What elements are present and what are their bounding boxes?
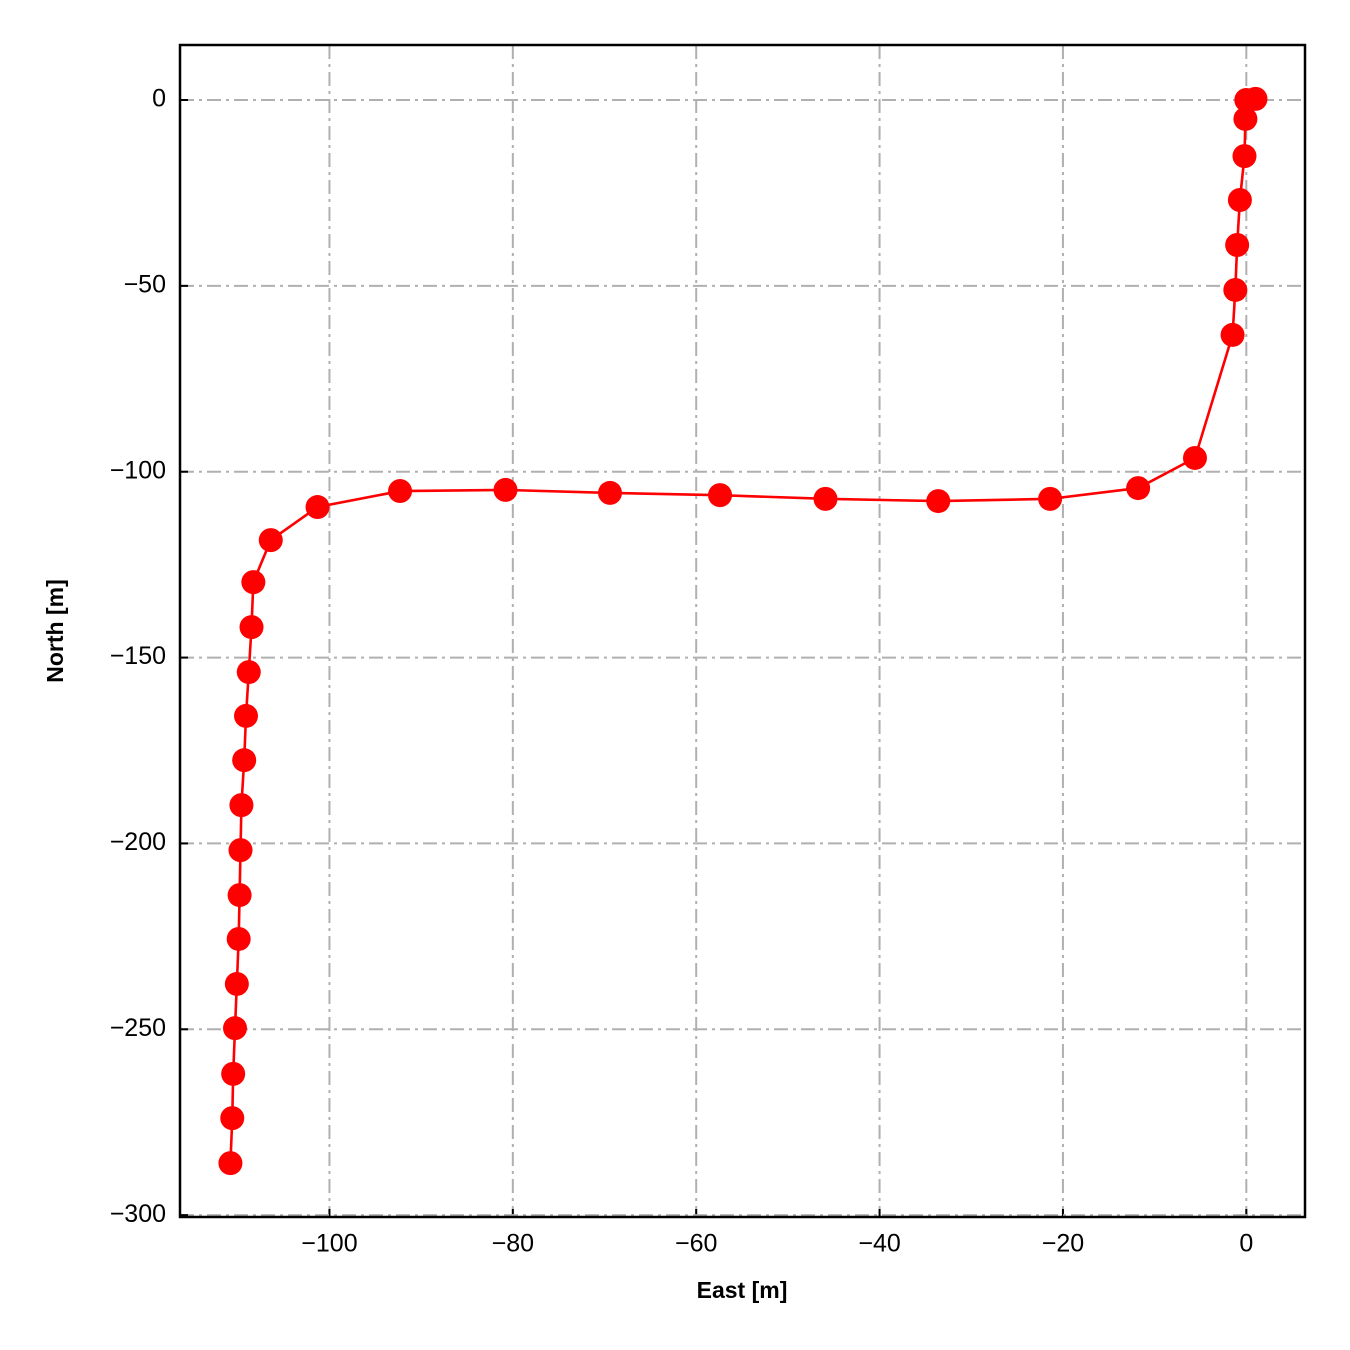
data-point	[226, 926, 251, 951]
data-point	[388, 479, 413, 504]
x-tick-label: −100	[301, 1230, 357, 1258]
data-point	[236, 660, 261, 685]
y-tick-label: −100	[110, 456, 166, 484]
data-point	[813, 486, 838, 511]
data-point	[239, 615, 264, 640]
x-tick-label: −20	[1042, 1230, 1084, 1258]
data-point	[224, 971, 249, 996]
y-tick-label: −150	[110, 642, 166, 670]
data-point	[1126, 476, 1151, 501]
data-point	[234, 703, 259, 728]
data-point	[1038, 486, 1063, 511]
y-tick-label: −50	[124, 270, 166, 298]
y-axis-label: North [m]	[42, 579, 68, 682]
data-point	[598, 480, 623, 505]
data-line	[229, 97, 1256, 1164]
data-point	[232, 748, 257, 773]
data-point	[1225, 232, 1250, 257]
data-point	[708, 483, 733, 508]
y-tick-label: −250	[110, 1014, 166, 1042]
x-tick-label: −40	[858, 1230, 900, 1258]
data-point	[1232, 144, 1257, 169]
data-point	[1220, 322, 1245, 347]
x-tick-label: −60	[675, 1230, 717, 1258]
data-point	[227, 883, 252, 908]
data-point	[1182, 445, 1207, 470]
plot-frame	[178, 43, 1307, 1219]
data-point	[218, 1151, 243, 1176]
x-axis-label: East [m]	[697, 1277, 788, 1303]
data-point	[305, 495, 330, 520]
data-point	[241, 570, 266, 595]
data-point	[1227, 188, 1252, 213]
x-tick-label: −80	[492, 1230, 534, 1258]
data-point	[229, 793, 254, 818]
data-point	[258, 528, 283, 553]
data-point	[926, 489, 951, 514]
data-point	[220, 1106, 245, 1131]
data-point	[228, 838, 253, 863]
y-tick-label: 0	[152, 85, 166, 113]
data-point	[1223, 277, 1248, 302]
data-point	[1233, 106, 1258, 131]
data-point	[1234, 88, 1259, 113]
data-point	[223, 1016, 248, 1041]
data-point	[221, 1061, 246, 1086]
data-point	[493, 477, 518, 502]
x-tick-label: 0	[1239, 1230, 1253, 1258]
y-tick-label: −200	[110, 828, 166, 856]
y-tick-label: −300	[110, 1200, 166, 1228]
